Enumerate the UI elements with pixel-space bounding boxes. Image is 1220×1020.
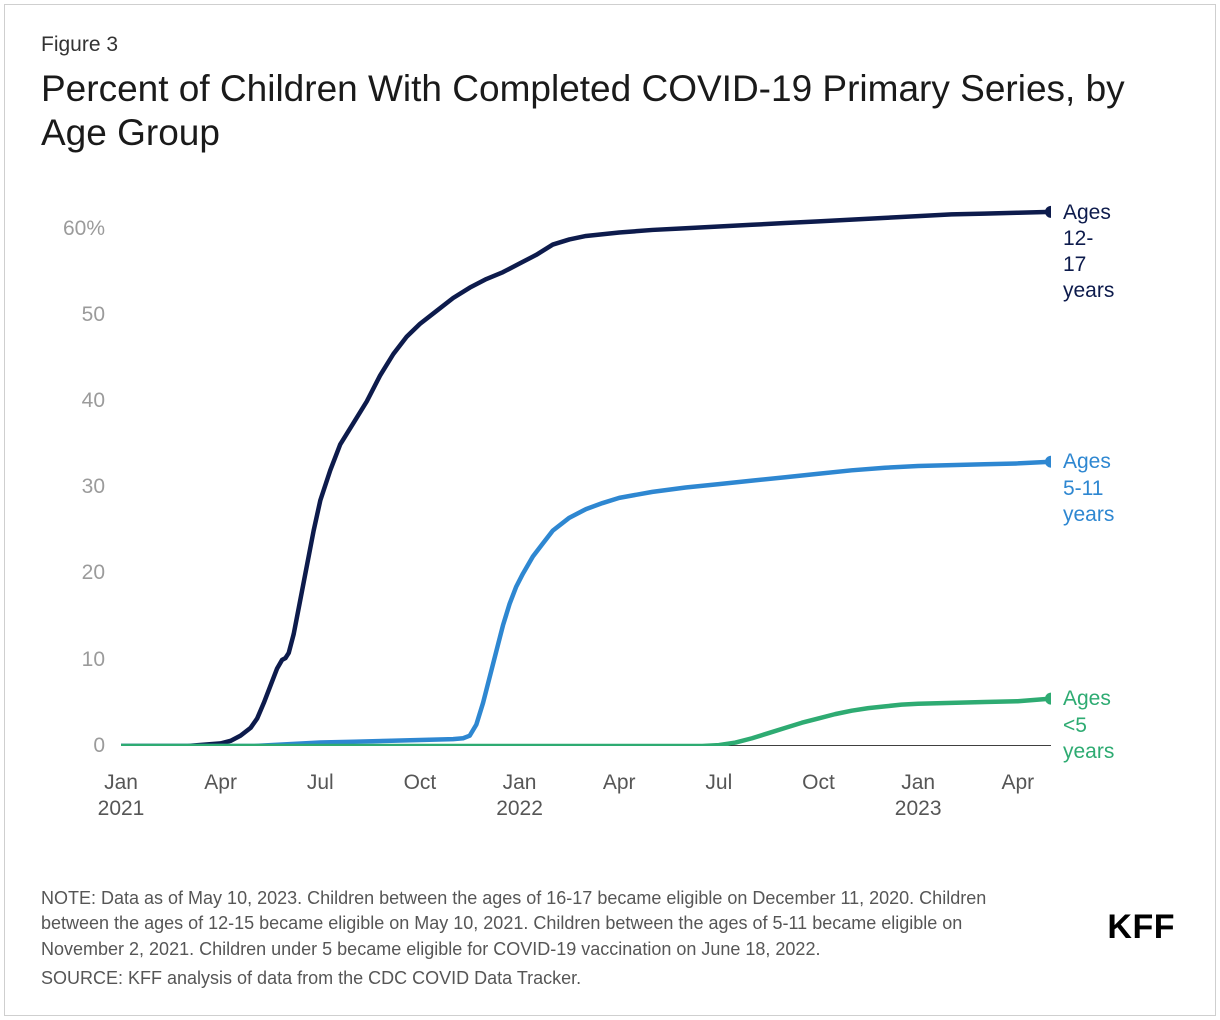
x-axis: Jan 2021AprJulOctJan 2022AprJulOctJan 20…	[121, 770, 1051, 826]
series-end-marker	[1045, 206, 1051, 218]
chart-area: 0102030405060% Jan 2021AprJulOctJan 2022…	[61, 186, 1161, 766]
series-label: Ages 5-11 years	[1063, 449, 1114, 528]
series-line	[121, 212, 1051, 746]
y-tick-label: 30	[82, 475, 105, 499]
x-tick-label: Apr	[603, 770, 636, 796]
x-tick-label: Apr	[1001, 770, 1034, 796]
note-text: NOTE: Data as of May 10, 2023. Children …	[41, 886, 1041, 962]
source-text: SOURCE: KFF analysis of data from the CD…	[41, 966, 1041, 991]
x-tick-label: Oct	[404, 770, 437, 796]
figure-footer: NOTE: Data as of May 10, 2023. Children …	[41, 886, 1179, 991]
x-tick-label: Jan 2023	[895, 770, 942, 823]
brand-logo: KFF	[1107, 908, 1175, 947]
y-tick-label: 0	[93, 734, 105, 758]
series-end-marker	[1045, 455, 1051, 467]
figure-container: Figure 3 Percent of Children With Comple…	[4, 4, 1216, 1016]
x-tick-label: Jan 2022	[496, 770, 543, 823]
x-tick-label: Jul	[307, 770, 334, 796]
x-tick-label: Jan 2021	[98, 770, 145, 823]
figure-title: Percent of Children With Completed COVID…	[41, 67, 1179, 156]
figure-number: Figure 3	[41, 33, 1179, 57]
x-tick-label: Jul	[705, 770, 732, 796]
x-tick-label: Apr	[204, 770, 237, 796]
y-tick-label: 60%	[63, 217, 105, 241]
y-tick-label: 50	[82, 303, 105, 327]
series-label: Ages <5 years	[1063, 686, 1114, 765]
line-chart-svg	[121, 186, 1051, 746]
series-label: Ages 12- 17 years	[1063, 200, 1114, 305]
y-tick-label: 10	[82, 648, 105, 672]
series-end-marker	[1045, 692, 1051, 704]
y-tick-label: 40	[82, 389, 105, 413]
y-axis: 0 10 20 30 40 50 60%	[51, 186, 111, 766]
x-tick-label: Oct	[802, 770, 835, 796]
y-tick-label: 20	[82, 561, 105, 585]
